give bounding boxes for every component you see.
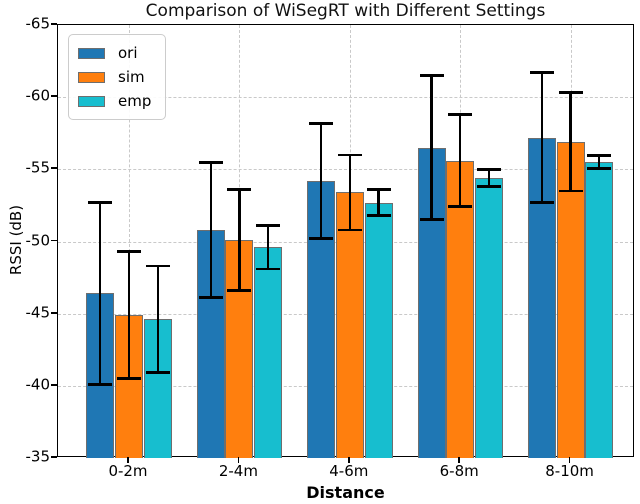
legend-label-ori: ori — [118, 43, 138, 62]
x-axis-label: Distance — [306, 483, 385, 502]
error-bar-ori-0-2m — [99, 202, 102, 385]
legend-label-emp: emp — [118, 91, 152, 110]
legend-row-emp: emp — [78, 89, 151, 113]
error-bar-emp-0-2m — [156, 266, 159, 373]
error-cap-bottom-emp-0-2m — [145, 371, 170, 375]
y-tick-label: -65 — [25, 14, 51, 33]
error-cap-bottom-sim-4-6m — [337, 228, 362, 232]
legend-row-ori: ori — [78, 41, 151, 65]
error-cap-top-ori-6-8m — [419, 74, 444, 77]
error-bar-emp-4-6m — [377, 189, 380, 216]
error-bar-sim-2-4m — [238, 189, 241, 291]
error-bar-emp-8-10m — [598, 155, 601, 169]
y-tick-label: -40 — [25, 375, 51, 394]
grid-line-horizontal — [58, 169, 633, 171]
y-tick-mark — [51, 23, 57, 25]
y-tick-label: -55 — [25, 158, 51, 177]
bar-emp-8-10m — [585, 162, 614, 458]
error-cap-top-sim-4-6m — [337, 153, 362, 157]
error-bar-sim-0-2m — [127, 251, 131, 379]
error-bar-emp-6-8m — [487, 169, 491, 187]
error-cap-bottom-sim-6-8m — [448, 205, 473, 209]
error-bar-sim-6-8m — [459, 114, 462, 207]
error-cap-top-sim-2-4m — [227, 188, 252, 191]
legend-swatch-sim — [78, 71, 105, 83]
error-cap-bottom-ori-4-6m — [309, 237, 334, 240]
y-tick-mark — [51, 95, 57, 98]
y-tick-mark — [51, 311, 57, 314]
x-tick-label: 2-4m — [218, 462, 258, 480]
grid-line-horizontal — [58, 97, 633, 99]
error-cap-bottom-emp-6-8m — [476, 185, 501, 189]
error-bar-ori-2-4m — [209, 162, 212, 298]
x-tick-label: 6-8m — [439, 462, 479, 480]
error-cap-top-emp-4-6m — [366, 188, 391, 191]
bar-emp-2-4m — [254, 247, 283, 458]
error-cap-top-ori-2-4m — [198, 160, 223, 164]
error-bar-emp-2-4m — [266, 225, 270, 269]
error-cap-bottom-emp-4-6m — [366, 214, 391, 217]
error-cap-top-emp-2-4m — [256, 224, 281, 228]
error-cap-top-ori-4-6m — [309, 121, 334, 125]
legend-label-sim: sim — [118, 67, 145, 86]
y-tick-label: -45 — [25, 303, 51, 322]
error-cap-top-emp-0-2m — [145, 264, 170, 268]
chart-title: Comparison of WiSegRT with Different Set… — [145, 1, 546, 21]
error-cap-bottom-emp-8-10m — [587, 167, 612, 170]
legend: ori sim emp — [68, 34, 167, 120]
bar-emp-6-8m — [474, 177, 503, 458]
y-tick-label: -35 — [25, 447, 51, 466]
bar-sim-8-10m — [556, 141, 585, 458]
legend-swatch-emp — [78, 95, 105, 107]
x-tick-label: 4-6m — [329, 462, 369, 480]
error-cap-bottom-ori-6-8m — [419, 218, 444, 222]
y-tick-label: -60 — [25, 86, 51, 105]
grid-line-vertical — [129, 25, 130, 456]
error-bar-sim-4-6m — [348, 154, 351, 230]
error-cap-bottom-sim-0-2m — [117, 377, 141, 380]
legend-swatch-ori — [78, 47, 105, 59]
y-tick-label: -50 — [25, 231, 51, 250]
error-cap-bottom-ori-2-4m — [198, 296, 223, 300]
x-tick-mark — [568, 457, 571, 463]
error-cap-bottom-emp-2-4m — [256, 267, 281, 271]
x-tick-mark — [237, 457, 240, 463]
error-bar-ori-4-6m — [319, 123, 323, 239]
error-bar-ori-6-8m — [430, 75, 433, 220]
bar-emp-4-6m — [364, 202, 393, 458]
bar-sim-4-6m — [335, 192, 364, 458]
error-cap-top-emp-6-8m — [476, 167, 501, 171]
x-tick-label: 8-10m — [545, 462, 594, 480]
error-cap-top-ori-0-2m — [88, 201, 113, 204]
error-cap-bottom-ori-8-10m — [529, 201, 554, 204]
error-cap-top-sim-0-2m — [117, 250, 141, 253]
legend-items: ori sim emp — [78, 41, 151, 113]
legend-row-sim: sim — [78, 65, 151, 89]
y-tick-mark — [51, 239, 57, 242]
error-cap-bottom-sim-2-4m — [227, 289, 252, 292]
error-cap-bottom-sim-8-10m — [558, 189, 583, 193]
x-tick-mark — [347, 457, 350, 463]
error-cap-top-sim-6-8m — [448, 113, 473, 116]
error-bar-ori-8-10m — [540, 72, 544, 203]
x-tick-mark — [127, 457, 129, 463]
y-tick-mark — [51, 456, 57, 458]
error-cap-top-sim-8-10m — [558, 91, 583, 95]
error-cap-top-emp-8-10m — [587, 154, 612, 158]
error-cap-bottom-ori-0-2m — [88, 382, 113, 386]
y-tick-mark — [51, 383, 57, 386]
bar-sim-6-8m — [446, 160, 475, 458]
x-tick-label: 0-2m — [108, 462, 148, 480]
error-bar-sim-8-10m — [569, 92, 572, 191]
x-tick-mark — [458, 457, 461, 463]
y-tick-mark — [51, 167, 57, 170]
plot-area: ori sim emp — [57, 24, 634, 458]
error-cap-top-ori-8-10m — [529, 71, 554, 75]
